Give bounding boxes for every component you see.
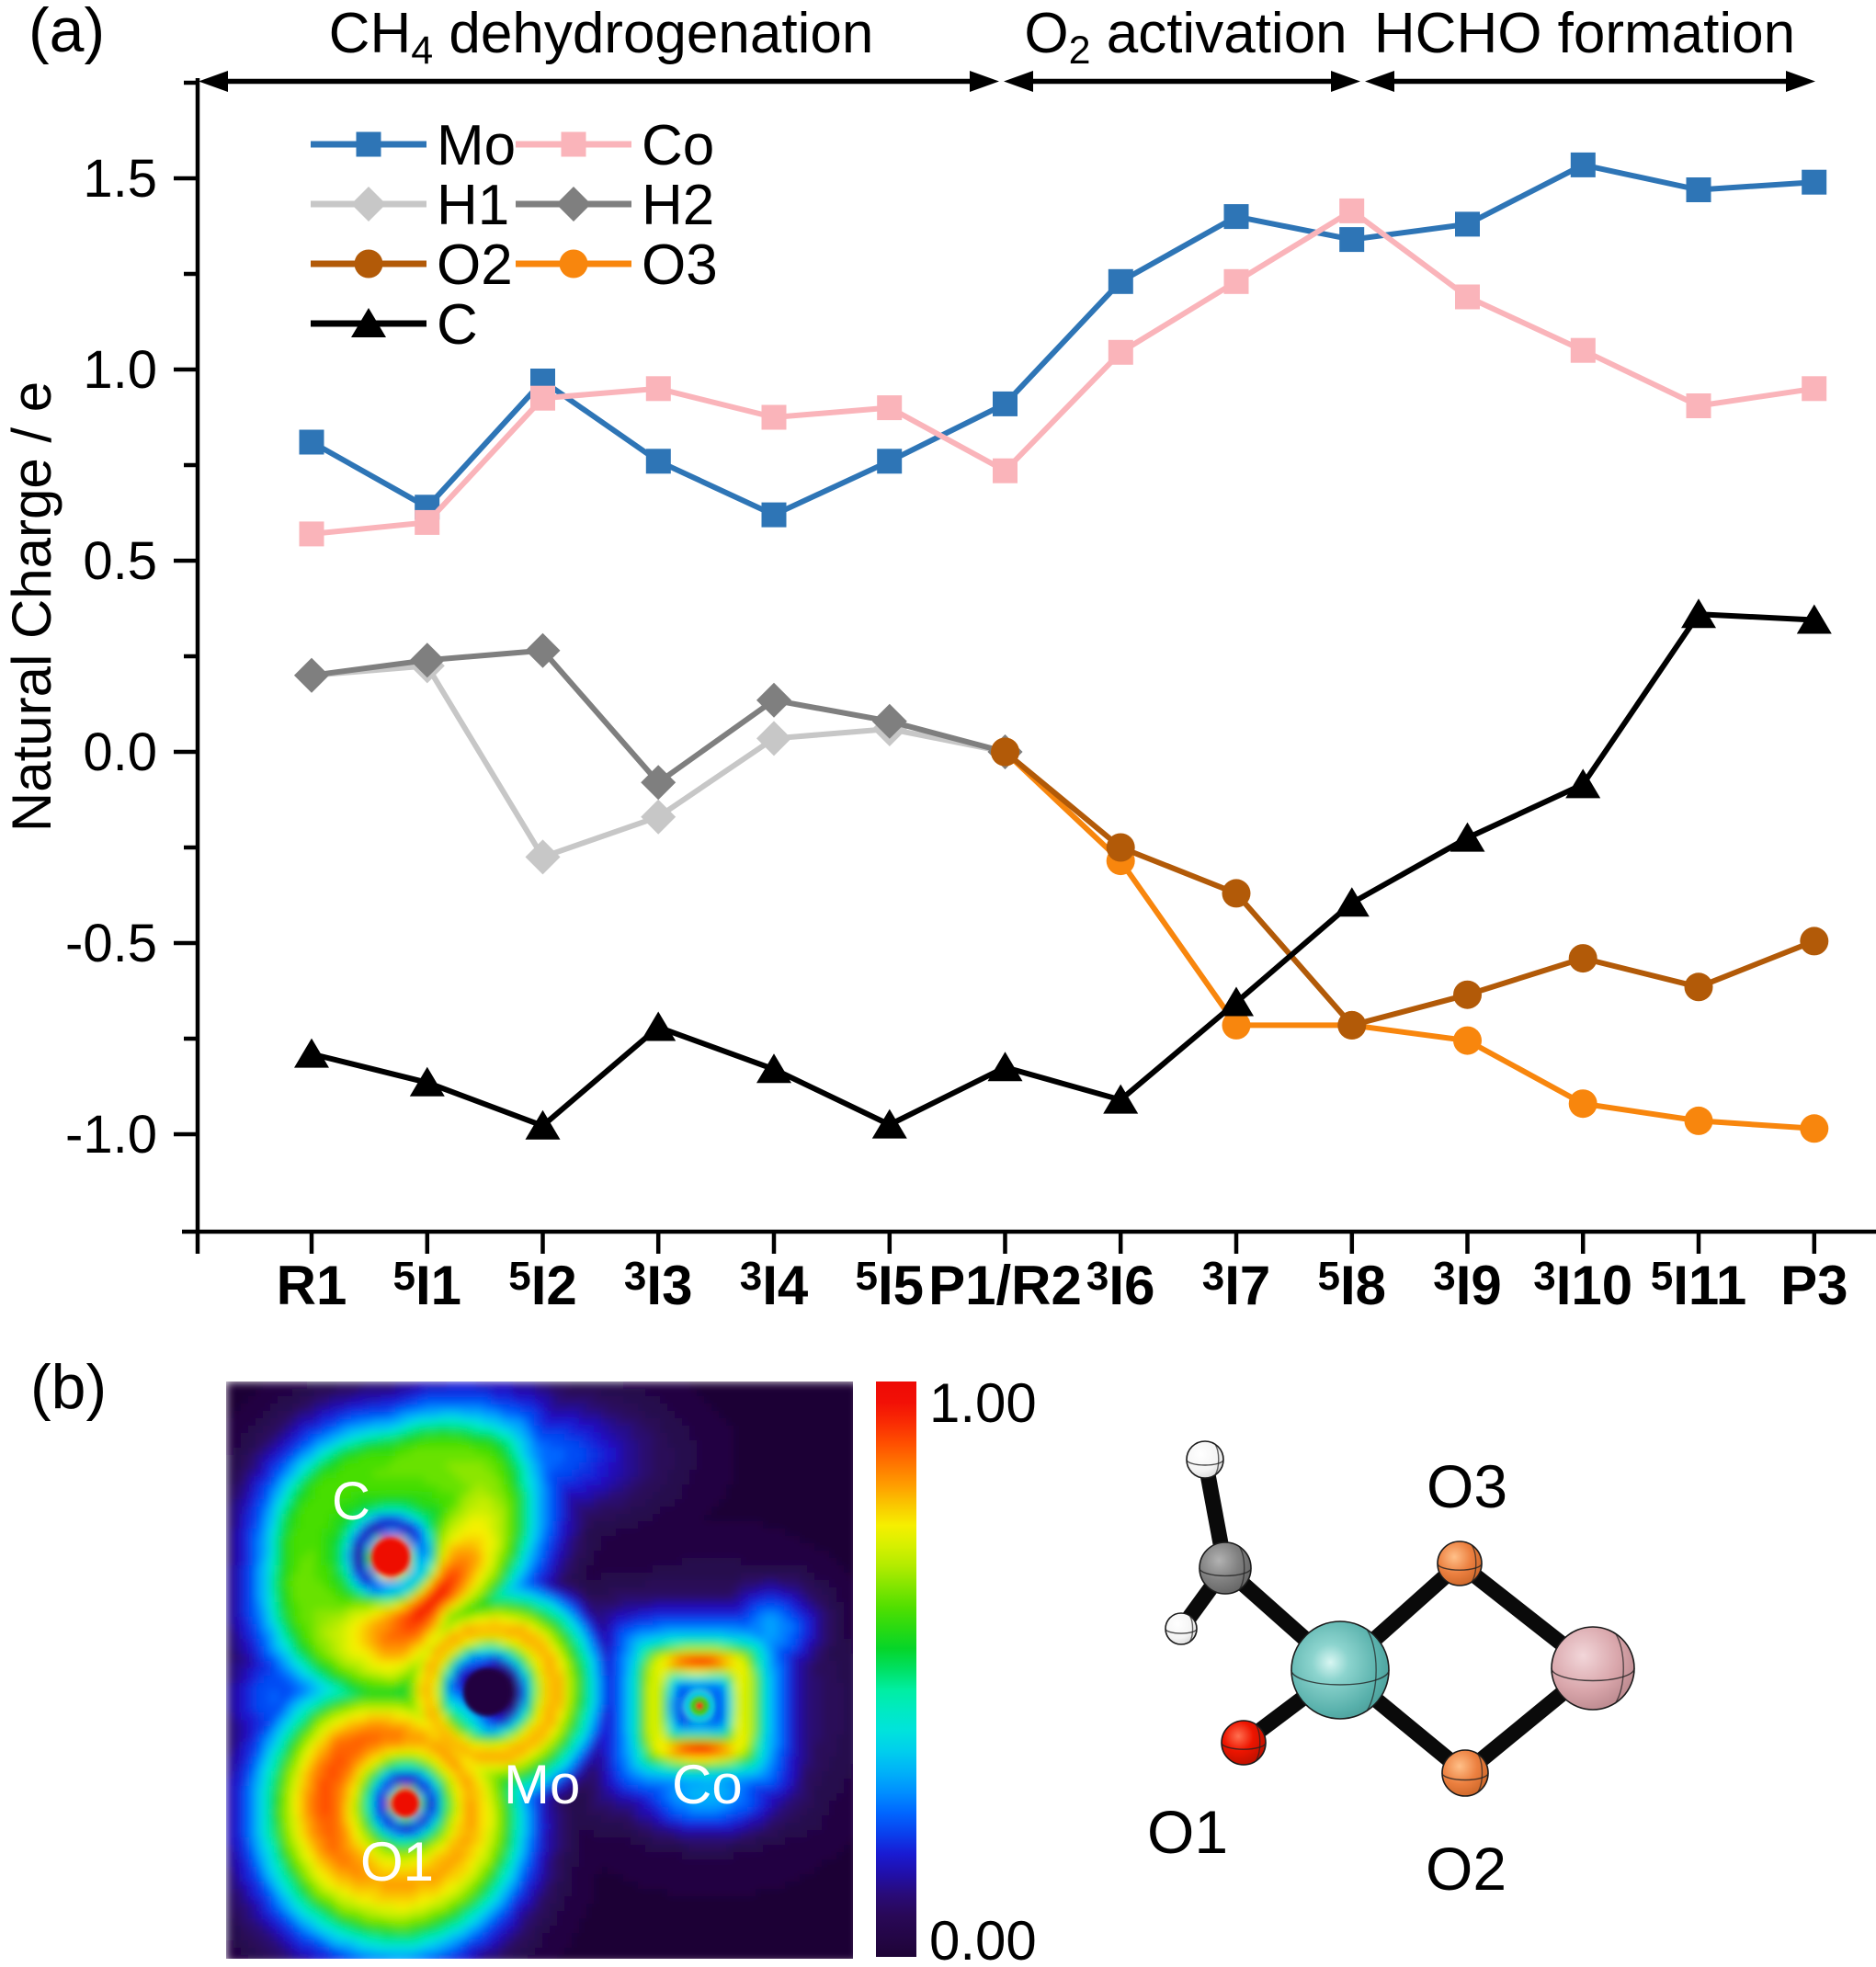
svg-text:3I9: 3I9 <box>1433 1254 1502 1316</box>
svg-text:Mo: Mo <box>504 1754 580 1815</box>
svg-text:C: C <box>332 1472 370 1531</box>
svg-text:Co: Co <box>642 114 714 177</box>
svg-text:H1: H1 <box>437 174 509 237</box>
svg-text:1.5: 1.5 <box>83 149 157 209</box>
svg-text:P3: P3 <box>1780 1255 1848 1316</box>
svg-text:Natural Charge / e: Natural Charge / e <box>1 381 63 832</box>
svg-text:O3: O3 <box>642 233 718 297</box>
svg-text:Co: Co <box>672 1754 743 1815</box>
svg-text:5I2: 5I2 <box>508 1254 577 1316</box>
svg-text:0.0: 0.0 <box>83 722 157 782</box>
svg-text:5I11: 5I11 <box>1651 1254 1747 1316</box>
svg-text:5I8: 5I8 <box>1318 1254 1387 1316</box>
svg-text:C: C <box>437 293 478 357</box>
svg-text:5I5: 5I5 <box>856 1254 925 1316</box>
svg-text:HCHO formation: HCHO formation <box>1374 2 1795 65</box>
svg-text:3I10: 3I10 <box>1533 1254 1632 1316</box>
svg-text:0.5: 0.5 <box>83 531 157 591</box>
svg-text:Mo: Mo <box>437 114 516 177</box>
svg-text:H2: H2 <box>642 174 714 237</box>
svg-text:5I1: 5I1 <box>393 1254 462 1316</box>
svg-text:3I7: 3I7 <box>1202 1254 1271 1316</box>
svg-text:O3: O3 <box>1427 1452 1507 1520</box>
svg-text:-1.0: -1.0 <box>65 1105 157 1165</box>
svg-text:-0.5: -0.5 <box>65 914 157 973</box>
svg-text:O2: O2 <box>1426 1835 1506 1903</box>
svg-text:(b): (b) <box>30 1352 107 1422</box>
svg-text:(a): (a) <box>28 0 105 65</box>
svg-text:P1/R2: P1/R2 <box>928 1255 1082 1316</box>
svg-text:O2: O2 <box>437 233 513 297</box>
svg-text:O1: O1 <box>360 1831 434 1893</box>
svg-text:CH4 dehydrogenation: CH4 dehydrogenation <box>329 2 874 73</box>
svg-text:0.00: 0.00 <box>929 1910 1037 1962</box>
svg-text:1.0: 1.0 <box>83 340 157 400</box>
svg-text:1.00: 1.00 <box>929 1372 1037 1434</box>
svg-text:3I3: 3I3 <box>624 1254 693 1316</box>
svg-text:3I6: 3I6 <box>1086 1254 1155 1316</box>
svg-text:O1: O1 <box>1147 1798 1228 1866</box>
svg-text:R1: R1 <box>277 1255 347 1316</box>
svg-text:3I4: 3I4 <box>740 1254 809 1316</box>
